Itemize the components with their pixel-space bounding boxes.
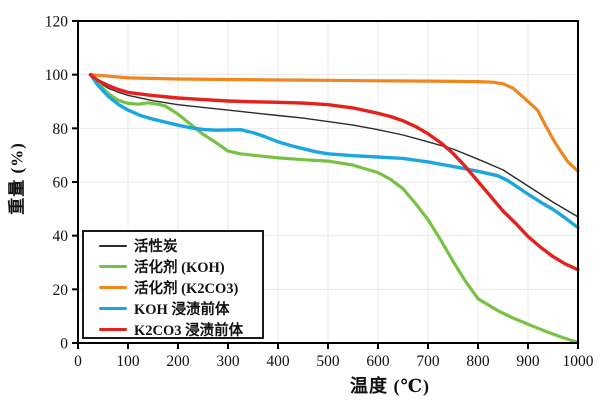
legend-box: 活性炭活化剂 (KOH) 活化剂 (K2CO3) KOH 浸渍前体 K2CO3 浸渍前… bbox=[82, 230, 264, 339]
legend-label: KOH 浸渍前体 bbox=[134, 302, 230, 318]
y-axis-title: 重量 (%) bbox=[7, 142, 27, 215]
legend-item: 活化剂 (K2CO3) bbox=[99, 277, 258, 298]
y-tick-label: 100 bbox=[45, 67, 69, 84]
legend-line-sample bbox=[99, 286, 127, 289]
legend-label: 活化剂 (K2CO3) bbox=[134, 281, 239, 297]
x-tick-label: 1000 bbox=[563, 353, 594, 370]
x-tick-label: 300 bbox=[216, 353, 240, 370]
legend-item: 活性炭 bbox=[99, 235, 258, 256]
legend-line-sample bbox=[99, 244, 127, 247]
data-curves bbox=[88, 72, 580, 345]
y-tick-label: 80 bbox=[53, 121, 69, 138]
x-tick-label: 700 bbox=[416, 353, 440, 370]
x-tick-label: 200 bbox=[166, 353, 190, 370]
x-tick-labels: 0 100 200 300 400 500 600 700 800 900 1000 bbox=[74, 353, 594, 370]
y-tick-label: 20 bbox=[53, 282, 69, 299]
legend-label: 活化剂 (KOH) bbox=[134, 260, 225, 276]
x-tick-label: 600 bbox=[366, 353, 390, 370]
axis-ticks bbox=[72, 20, 579, 349]
x-tick-label: 800 bbox=[466, 353, 490, 370]
x-tick-label: 100 bbox=[116, 353, 140, 370]
curve-活化剂 (KOH) bbox=[88, 73, 580, 345]
y-tick-label: 0 bbox=[60, 336, 68, 353]
y-tick-labels: 0 20 40 60 80 100 120 bbox=[45, 14, 69, 353]
legend-line-sample bbox=[99, 306, 127, 311]
curve-活化剂 (K2CO3) bbox=[88, 73, 580, 173]
legend-item: 活化剂 (KOH) bbox=[99, 256, 258, 277]
legend-line-sample bbox=[99, 265, 127, 268]
x-tick-label: 500 bbox=[316, 353, 340, 370]
legend-item: K2CO3 浸渍前体 bbox=[99, 319, 258, 340]
legend-label: 活性炭 bbox=[134, 239, 178, 255]
curve-K2CO3 浸渍前体 bbox=[88, 72, 580, 272]
x-tick-label: 0 bbox=[74, 353, 82, 370]
x-axis-title: 温度 (℃) bbox=[349, 376, 431, 396]
curve-活性炭 bbox=[89, 73, 579, 218]
x-tick-label: 400 bbox=[266, 353, 290, 370]
y-tick-label: 120 bbox=[45, 14, 69, 31]
y-tick-label: 60 bbox=[53, 175, 69, 192]
curve-KOH 浸渍前体 bbox=[88, 72, 580, 230]
legend-item: KOH 浸渍前体 bbox=[99, 298, 258, 319]
legend-line-sample bbox=[99, 327, 127, 332]
legend-label: K2CO3 浸渍前体 bbox=[134, 323, 244, 339]
x-tick-label: 900 bbox=[516, 353, 540, 370]
y-tick-label: 40 bbox=[53, 228, 69, 245]
